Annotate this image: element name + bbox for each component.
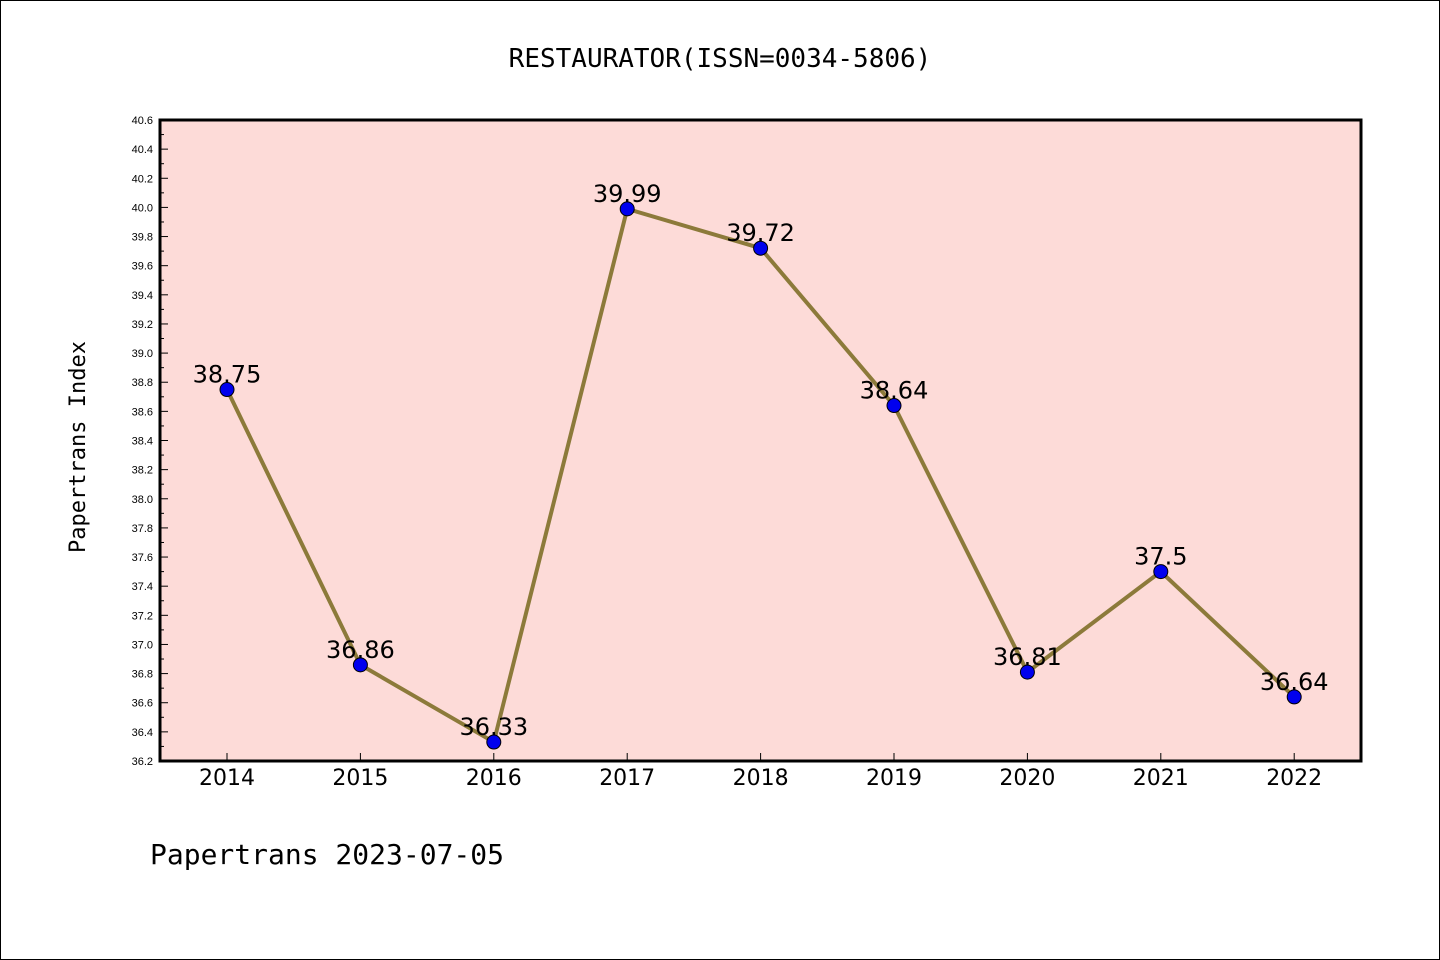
y-tick-label: 37.8 [132, 523, 153, 535]
y-tick-label: 39.8 [132, 232, 153, 244]
data-point [753, 240, 769, 256]
y-tick-label: 36.2 [132, 756, 153, 768]
y-tick-label: 38.8 [132, 377, 153, 389]
data-point [1153, 564, 1169, 580]
x-tick-label: 2018 [733, 766, 789, 791]
y-tick-label: 36.8 [132, 669, 153, 681]
y-tick-label: 39.2 [132, 319, 153, 331]
data-label: 37.5 [1134, 543, 1187, 571]
y-tick-label: 38.4 [132, 436, 153, 448]
data-label: 36.64 [1260, 668, 1329, 696]
x-tick-label: 2019 [866, 766, 922, 791]
x-tick-label: 2016 [466, 766, 522, 791]
plot-area [158, 118, 1363, 763]
data-point [1019, 664, 1035, 680]
y-tick-label: 38.6 [132, 406, 153, 418]
y-tick-label: 39.4 [132, 290, 153, 302]
data-label: 36.33 [459, 713, 528, 741]
data-label: 39.99 [593, 180, 662, 208]
x-tick-label: 2022 [1266, 766, 1322, 791]
data-label: 38.75 [193, 361, 262, 389]
data-point [1286, 689, 1302, 705]
chart-title: RESTAURATOR(ISSN=0034-5806) [509, 44, 932, 74]
y-tick-label: 37.0 [132, 639, 153, 651]
x-tick-label: 2020 [999, 766, 1055, 791]
data-point [486, 734, 502, 750]
y-axis-label: Papertrans Index [66, 341, 91, 553]
data-point [219, 382, 235, 398]
y-tick-label: 39.6 [132, 261, 153, 273]
y-tick-label: 40.6 [132, 115, 153, 127]
y-tick-label: 37.6 [132, 552, 153, 564]
x-tick-label: 2014 [199, 766, 255, 791]
y-tick-label: 40.4 [132, 144, 153, 156]
y-tick-label: 40.2 [132, 173, 153, 185]
y-tick-label: 38.2 [132, 465, 153, 477]
y-tick-label: 39.0 [132, 348, 153, 360]
y-axis: 36.2 36.4 36.6 36.8 37.0 37.2 37.4 37.6 37.8 38.0… [132, 115, 168, 768]
data-label: 39.72 [726, 219, 795, 247]
x-axis: 2014 2015 2016 2017 2018 2019 2020 2021 2022 [199, 753, 1322, 791]
data-point [619, 201, 635, 217]
x-tick-label: 2015 [332, 766, 388, 791]
series-group: 38.75 36.86 36.33 39.99 39.72 38.64 36.81 37.5 3… [193, 180, 1329, 750]
data-label: 36.81 [993, 643, 1062, 671]
data-label: 36.86 [326, 636, 395, 664]
x-tick-label: 2021 [1133, 766, 1189, 791]
y-tick-label: 37.4 [132, 581, 153, 593]
y-tick-label: 37.2 [132, 610, 153, 622]
y-tick-label: 40.0 [132, 202, 153, 214]
x-tick-label: 2017 [599, 766, 655, 791]
y-tick-label: 38.0 [132, 494, 153, 506]
data-label: 38.64 [860, 377, 929, 405]
data-point [886, 398, 902, 414]
footer-date: Papertrans 2023-07-05 [150, 838, 504, 871]
data-point [352, 657, 368, 673]
y-tick-label: 36.4 [132, 727, 153, 739]
y-tick-label: 36.6 [132, 698, 153, 710]
